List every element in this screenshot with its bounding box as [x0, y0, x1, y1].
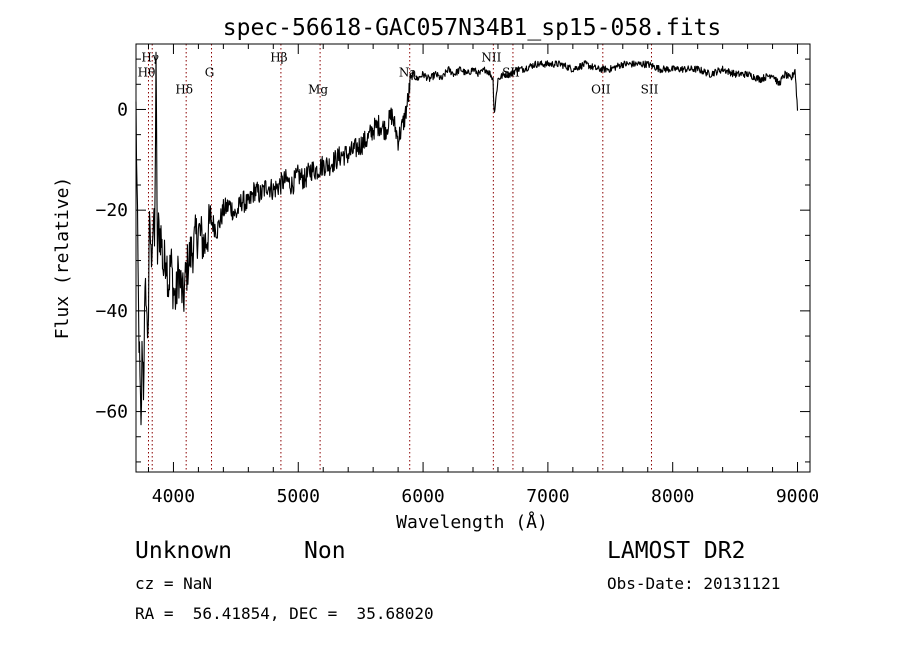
chart-title: spec-56618-GAC057N34B1_sp15-058.fits [223, 15, 722, 41]
line-marker-label: NII [481, 51, 501, 65]
plot-frame [135, 43, 811, 473]
spectrum-line [135, 51, 799, 426]
line-marker-label: SII [641, 82, 659, 96]
axis-ticks: 4000 5000 6000 7000 8000 9000 0 −20 −40 −60 [95, 44, 819, 507]
survey-name: LAMOST DR2 [607, 538, 746, 564]
object-class: Unknown [135, 538, 232, 564]
line-marker-label: OII [591, 82, 611, 96]
y-axis-label: Flux (relative) [52, 177, 73, 340]
y-tick-label: −20 [95, 200, 128, 221]
x-tick-label: 8000 [651, 486, 694, 507]
y-tick-label: 0 [117, 99, 128, 120]
line-marker-label: Mg [308, 82, 328, 96]
redshift-value: cz = NaN [135, 574, 213, 593]
line-marker-label: Hγ [141, 51, 159, 65]
x-tick-label: 5000 [277, 486, 320, 507]
line-marker-label: Hβ [270, 51, 287, 65]
line-marker-label: G [205, 66, 215, 80]
y-tick-label: −60 [95, 402, 128, 423]
x-tick-label: 4000 [152, 486, 195, 507]
y-tick-label: −40 [95, 301, 128, 322]
line-marker-label: Hδ [175, 82, 193, 96]
object-subclass: Non [304, 538, 346, 564]
observation-date: Obs-Date: 20131121 [607, 574, 781, 593]
coordinates: RA = 56.41854, DEC = 35.68020 [135, 604, 434, 623]
x-tick-label: 9000 [776, 486, 819, 507]
x-tick-label: 6000 [401, 486, 444, 507]
x-tick-label: 7000 [526, 486, 569, 507]
x-axis-label: Wavelength (Å) [396, 511, 548, 533]
line-marker-label: Hθ [138, 66, 156, 80]
